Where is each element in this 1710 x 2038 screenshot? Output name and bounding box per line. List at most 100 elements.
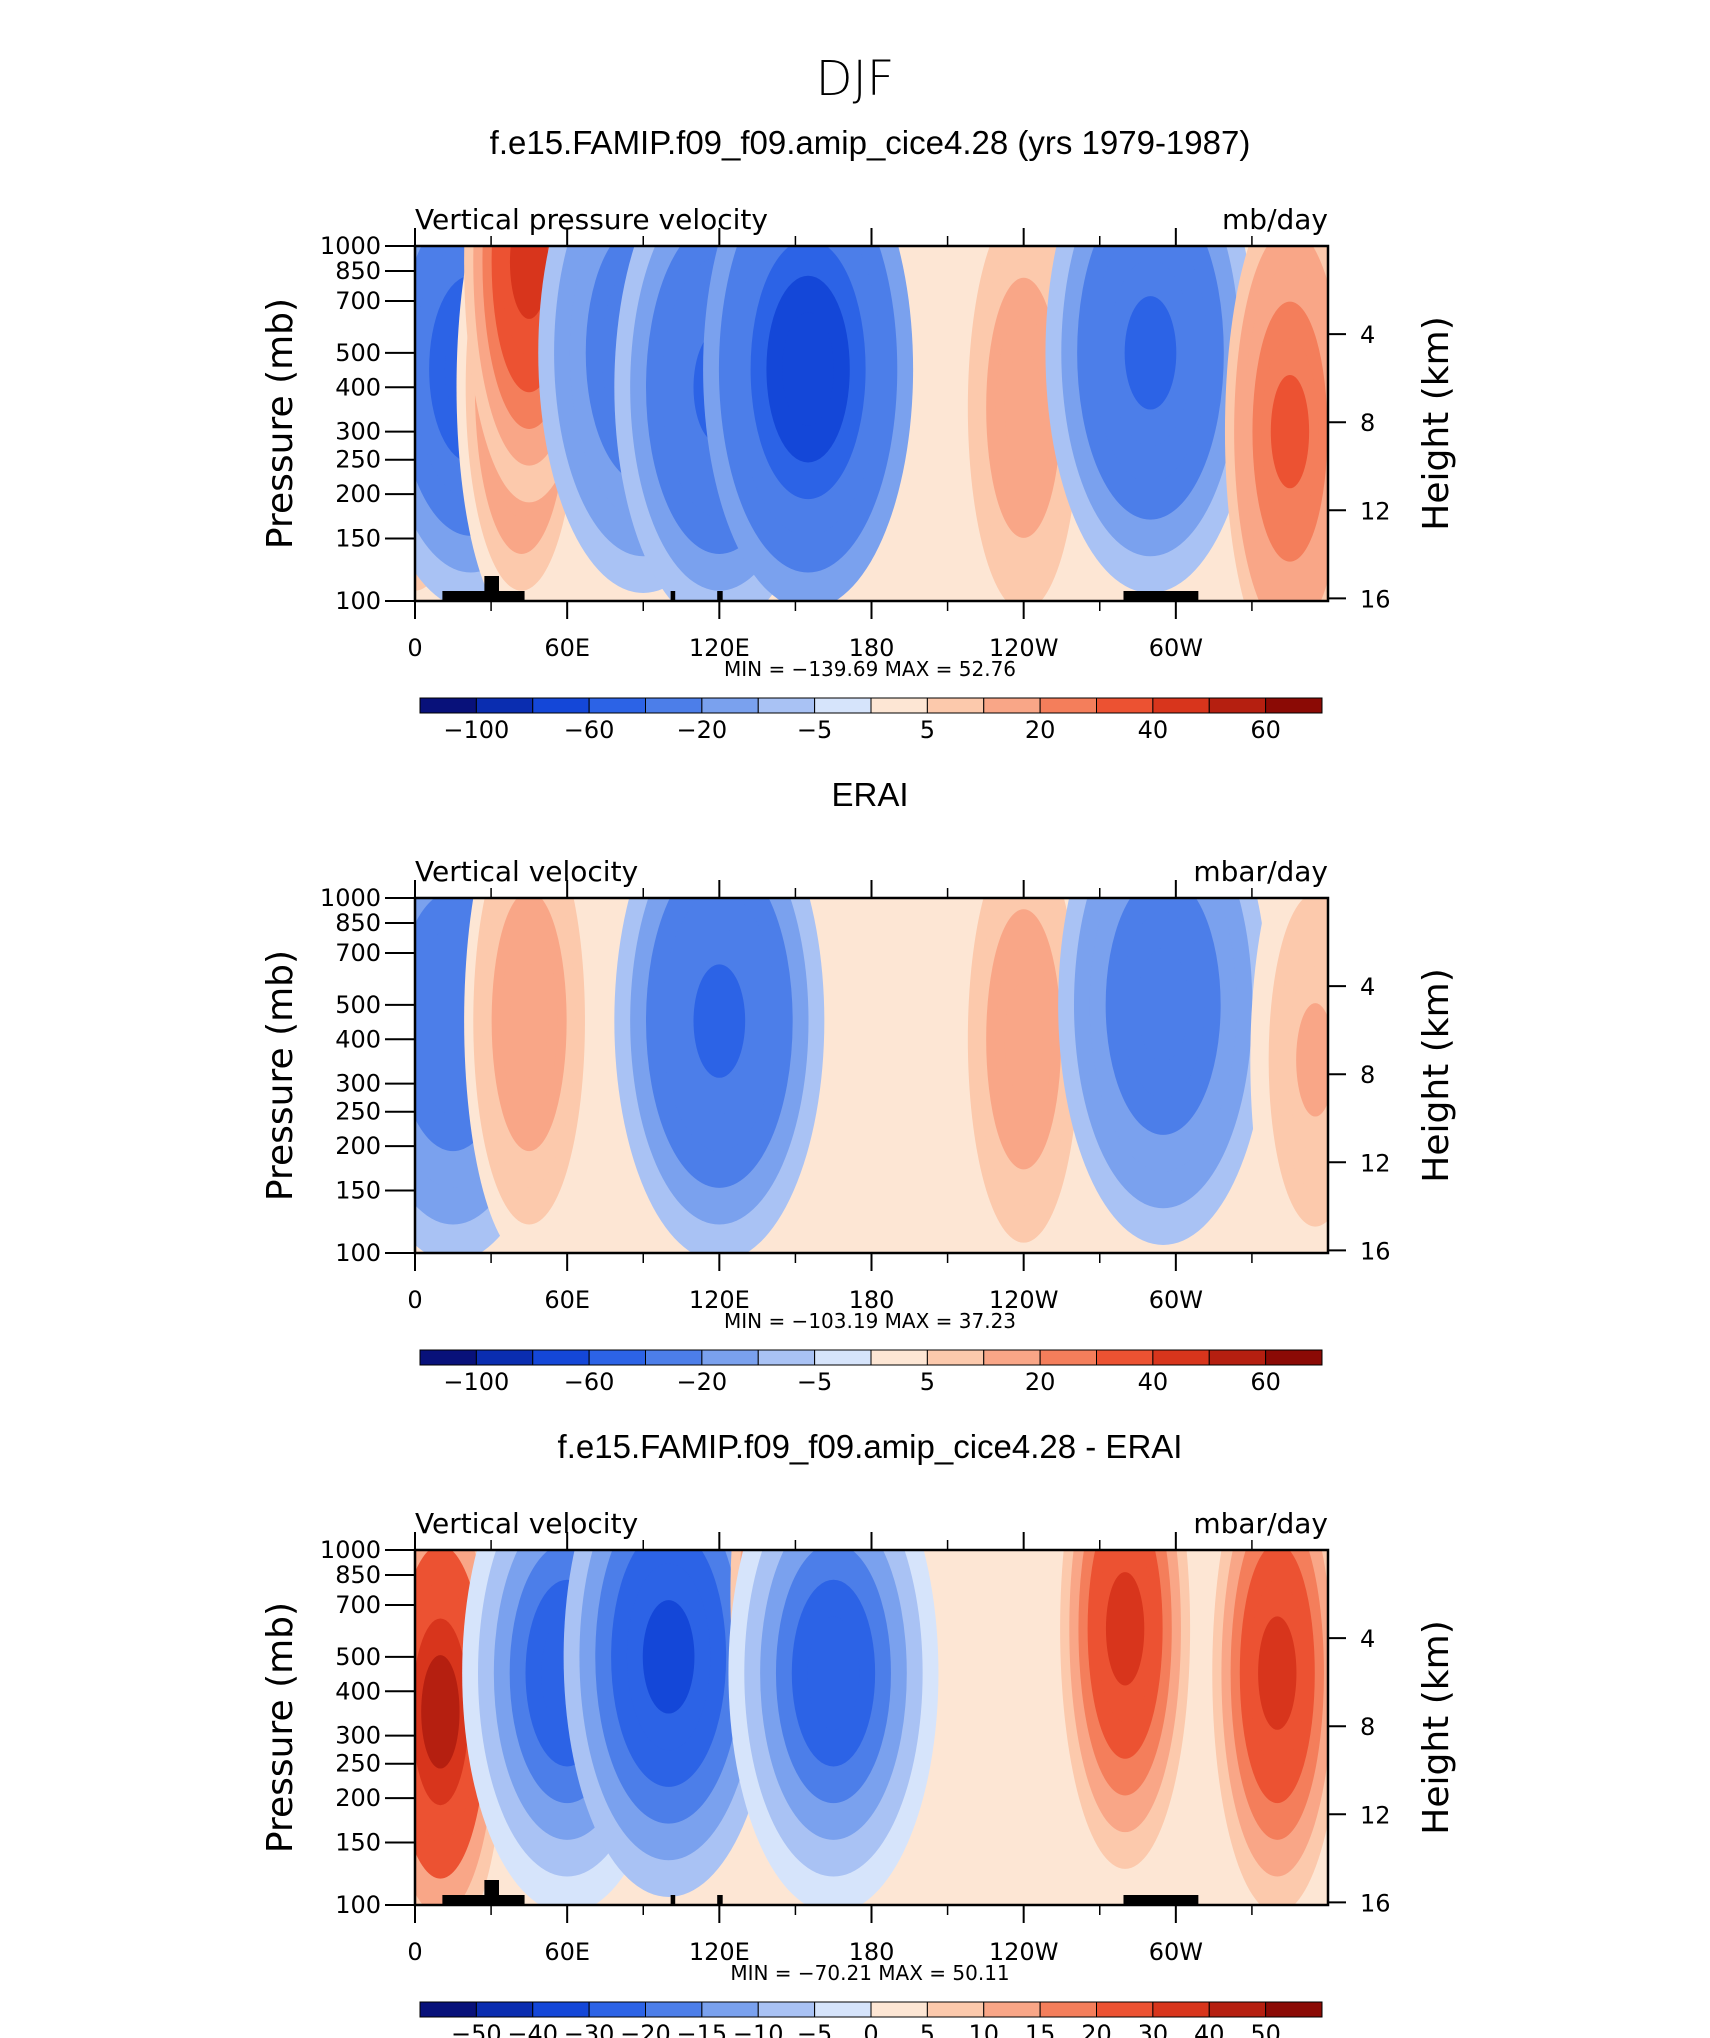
figure-title: DJF <box>816 51 895 107</box>
colorbar-box <box>645 2001 703 2018</box>
y-tick-label: 500 <box>335 339 381 367</box>
field-label: Vertical velocity <box>415 855 638 888</box>
units-label: mbar/day <box>1193 855 1328 888</box>
field-area <box>415 246 1328 601</box>
colorbar-label: −20 <box>620 2020 671 2038</box>
x-tick-label: 180 <box>849 634 895 662</box>
y-tick-label: 150 <box>335 1828 381 1856</box>
units-label: mbar/day <box>1193 1507 1328 1540</box>
field-label: Vertical pressure velocity <box>415 203 768 236</box>
x-tick-label: 60W <box>1149 1286 1203 1314</box>
colorbar-label: −60 <box>564 716 615 744</box>
colorbar-box <box>645 697 703 714</box>
y-tick-label: 400 <box>335 1677 381 1705</box>
y2-axis-title: Height (km) <box>1416 968 1457 1182</box>
colorbar-box <box>870 697 928 714</box>
colorbar-box <box>870 2001 928 2018</box>
topography-mask <box>442 591 525 601</box>
colorbar-label: −5 <box>797 716 832 744</box>
colorbar-box <box>1096 697 1154 714</box>
y-tick-label: 850 <box>335 1561 381 1589</box>
field-contour <box>1137 948 1189 1062</box>
x-tick-label: 120W <box>989 1286 1059 1314</box>
colorbar-box <box>475 1349 534 1366</box>
y2-axis-title: Height (km) <box>1416 316 1457 530</box>
colorbar-label: 40 <box>1138 1368 1169 1396</box>
y-axis-title: Pressure (mb) <box>260 950 301 1201</box>
colorbar-label: −15 <box>677 2020 728 2038</box>
units-label: mb/day <box>1222 203 1328 236</box>
colorbar-label: 20 <box>1025 1368 1056 1396</box>
colorbar-box <box>701 2001 759 2018</box>
y-tick-label: 250 <box>335 1750 381 1778</box>
colorbar-box <box>532 2001 590 2018</box>
y-axis-title: Pressure (mb) <box>260 298 301 549</box>
x-tick-label: 180 <box>849 1286 895 1314</box>
colorbar-box <box>645 1349 703 1366</box>
x-tick-label: 0 <box>407 1938 422 1966</box>
y-tick-label: 200 <box>335 1132 381 1160</box>
colorbar-box <box>983 1349 1041 1366</box>
field-label: Vertical velocity <box>415 1507 638 1540</box>
y-tick-label: 400 <box>335 373 381 401</box>
min-max-stats: MIN = −70.21 MAX = 50.11 <box>730 1961 1009 1985</box>
colorbar-box <box>1096 1349 1154 1366</box>
colorbar-box <box>870 1349 928 1366</box>
y2-tick-label: 16 <box>1360 1889 1391 1917</box>
x-tick-label: 120E <box>689 1286 750 1314</box>
field-contour <box>509 246 549 319</box>
colorbar-box <box>1265 697 1323 714</box>
colorbar-box <box>1208 697 1267 714</box>
colorbar-box <box>419 2001 477 2018</box>
x-tick-label: 60W <box>1149 634 1203 662</box>
field-area <box>415 1550 1328 1905</box>
x-tick-label: 0 <box>407 634 422 662</box>
topography-mask <box>1123 591 1199 601</box>
panel-title: ERAI <box>831 776 908 813</box>
colorbar-box <box>757 2001 816 2018</box>
colorbar-box <box>1039 2001 1097 2018</box>
colorbar-label: 5 <box>920 1368 935 1396</box>
colorbar-box <box>588 1349 646 1366</box>
colorbar-box <box>701 1349 759 1366</box>
x-tick-label: 60E <box>544 634 590 662</box>
field-area <box>415 898 1328 1253</box>
y-tick-label: 200 <box>335 480 381 508</box>
field-contour <box>1004 351 1043 465</box>
x-tick-label: 120W <box>989 1938 1059 1966</box>
y2-axis-title: Height (km) <box>1416 1620 1457 1834</box>
y-tick-label: 300 <box>335 1722 381 1750</box>
topography-mask <box>442 1895 525 1905</box>
panel-title: f.e15.FAMIP.f09_f09.amip_cice4.28 - ERAI <box>558 1428 1183 1465</box>
y2-tick-label: 12 <box>1360 497 1391 525</box>
colorbar-box <box>1265 1349 1323 1366</box>
y2-tick-label: 4 <box>1360 1625 1375 1653</box>
colorbar-label: −100 <box>443 1368 509 1396</box>
colorbar-label: −5 <box>797 1368 832 1396</box>
field-contour <box>1124 296 1177 410</box>
colorbar-box <box>1152 1349 1210 1366</box>
colorbar-box <box>1152 697 1210 714</box>
field-contour <box>807 1616 860 1730</box>
y-tick-label: 200 <box>335 1784 381 1812</box>
colorbar-label: 5 <box>920 2020 935 2038</box>
y2-tick-label: 8 <box>1360 1061 1375 1089</box>
x-tick-label: 0 <box>407 1286 422 1314</box>
y-tick-label: 1000 <box>320 232 381 260</box>
y-tick-label: 300 <box>335 1070 381 1098</box>
field-contour <box>1270 374 1310 489</box>
y-tick-label: 700 <box>335 939 381 967</box>
colorbar-box <box>926 1349 985 1366</box>
topography-mask <box>717 1895 723 1905</box>
colorbar-label: 5 <box>920 716 935 744</box>
y-tick-label: 700 <box>335 1591 381 1619</box>
topography-mask <box>717 591 723 601</box>
colorbar-box <box>419 697 477 714</box>
panel-3: f.e15.FAMIP.f09_f09.amip_cice4.28 - ERAI… <box>260 1428 1457 2038</box>
field-contour <box>693 964 746 1078</box>
x-tick-label: 120E <box>689 1938 750 1966</box>
y2-tick-label: 12 <box>1360 1149 1391 1177</box>
y-tick-label: 250 <box>335 1098 381 1126</box>
colorbar-label: −5 <box>797 2020 832 2038</box>
